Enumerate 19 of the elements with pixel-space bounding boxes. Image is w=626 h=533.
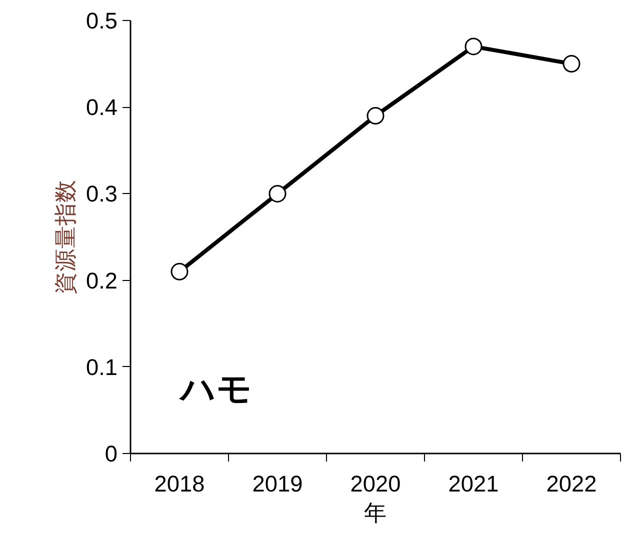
x-tick-label: 2021	[448, 470, 499, 496]
y-tick-label: 0.5	[86, 8, 118, 34]
y-tick-label: 0.4	[86, 94, 118, 120]
x-tick-label: 2022	[546, 470, 597, 496]
annotation: ハモ	[178, 370, 252, 408]
x-tick-label: 2020	[350, 470, 401, 496]
y-tick-label: 0.1	[86, 354, 118, 380]
x-tick-label: 2019	[252, 470, 303, 496]
x-tick-label: 2018	[154, 470, 205, 496]
y-tick-label: 0.2	[86, 267, 118, 294]
point	[366, 107, 384, 124]
point	[170, 262, 188, 280]
point	[268, 184, 286, 202]
point	[464, 38, 482, 56]
y-tick-label: 0.3	[86, 180, 118, 207]
y-axis-title: 資源量指数	[52, 180, 78, 294]
point	[562, 55, 580, 73]
y-tick-label: 0	[104, 440, 118, 466]
x-axis-title: 年	[364, 500, 387, 526]
